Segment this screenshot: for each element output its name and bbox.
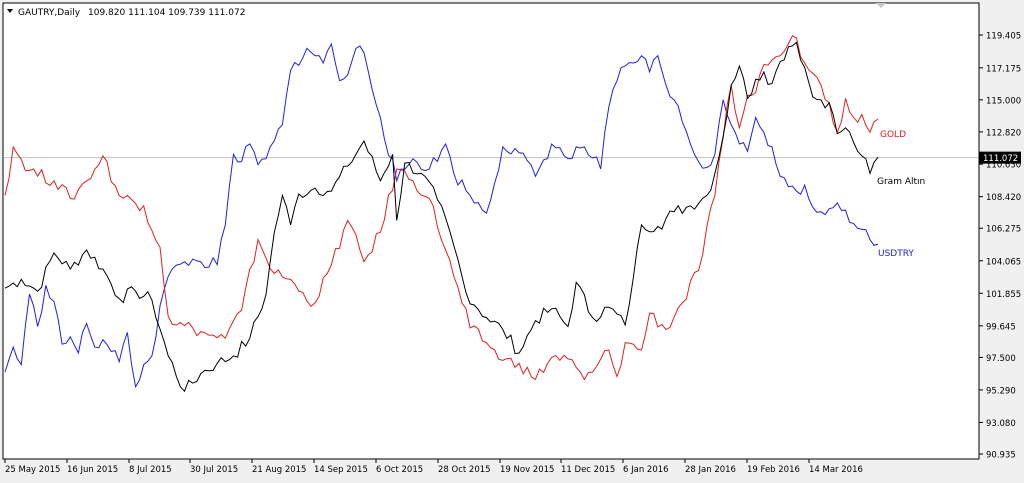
series-line-gold bbox=[4, 35, 879, 381]
y-tick-label: 93.080 bbox=[986, 419, 1016, 429]
y-tick-label: 104.065 bbox=[986, 257, 1021, 267]
series-group: Gram Altın GOLD USDTRY bbox=[4, 35, 925, 393]
current-price-badge bbox=[979, 151, 1021, 164]
current-price-label: 111.072 bbox=[983, 154, 1018, 164]
y-tick-label: 115.000 bbox=[986, 96, 1021, 106]
x-tick-label: 25 May 2015 bbox=[5, 465, 60, 475]
y-tick-label: 99.645 bbox=[986, 322, 1016, 332]
chart-shift-marker-icon[interactable] bbox=[876, 3, 886, 8]
x-tick-label: 28 Oct 2015 bbox=[438, 465, 491, 475]
x-tick-label: 30 Jul 2015 bbox=[190, 465, 238, 475]
y-tick-label: 106.275 bbox=[986, 225, 1021, 235]
ohlc-values: 109.820 111.104 109.739 111.072 bbox=[88, 8, 245, 18]
current-price-line-group: 111.072 bbox=[4, 151, 1021, 164]
series-label-gram-altın: Gram Altın bbox=[877, 177, 925, 187]
x-tick-label: 6 Oct 2015 bbox=[376, 465, 423, 475]
plot-area bbox=[2, 2, 980, 460]
x-tick-label: 19 Nov 2015 bbox=[500, 465, 554, 475]
symbol-label: GAUTRY,Daily bbox=[18, 8, 81, 18]
x-tick-label: 11 Dec 2015 bbox=[561, 465, 615, 475]
y-axis: 119.405 117.175 115.000 112.820 110.630 108.4… bbox=[979, 32, 1021, 461]
y-tick-label: 95.290 bbox=[986, 386, 1016, 396]
x-tick-label: 8 Jul 2015 bbox=[129, 465, 172, 475]
x-tick-label: 28 Jan 2016 bbox=[685, 465, 736, 475]
y-tick-label: 97.500 bbox=[986, 354, 1016, 364]
y-tick-label: 117.175 bbox=[986, 64, 1021, 74]
x-tick-label: 14 Mar 2016 bbox=[809, 465, 863, 475]
x-tick-label: 16 Jun 2015 bbox=[67, 465, 118, 475]
y-tick-label: 110.630 bbox=[986, 161, 1021, 171]
x-axis: 25 May 2015 16 Jun 2015 8 Jul 2015 30 Jul 2… bbox=[4, 459, 863, 475]
y-tick-label: 119.405 bbox=[986, 32, 1021, 42]
chart-header: GAUTRY,Daily 109.820 111.104 109.739 111… bbox=[7, 8, 245, 18]
series-label-gold: GOLD bbox=[880, 130, 906, 140]
series-line-gram-altın bbox=[4, 41, 879, 393]
x-tick-label: 19 Feb 2016 bbox=[747, 465, 800, 475]
x-tick-label: 6 Jan 2016 bbox=[623, 465, 669, 475]
y-tick-label: 108.420 bbox=[986, 193, 1021, 203]
dropdown-triangle-icon[interactable] bbox=[7, 9, 13, 13]
y-tick-label: 112.820 bbox=[986, 128, 1021, 138]
x-tick-label: 21 Aug 2015 bbox=[252, 465, 306, 475]
series-label-usdtry: USDTRY bbox=[878, 249, 914, 259]
x-tick-label: 14 Sep 2015 bbox=[314, 465, 368, 475]
series-line-usdtry bbox=[4, 42, 879, 389]
y-tick-label: 101.855 bbox=[986, 290, 1021, 300]
y-tick-label: 90.935 bbox=[986, 451, 1016, 461]
